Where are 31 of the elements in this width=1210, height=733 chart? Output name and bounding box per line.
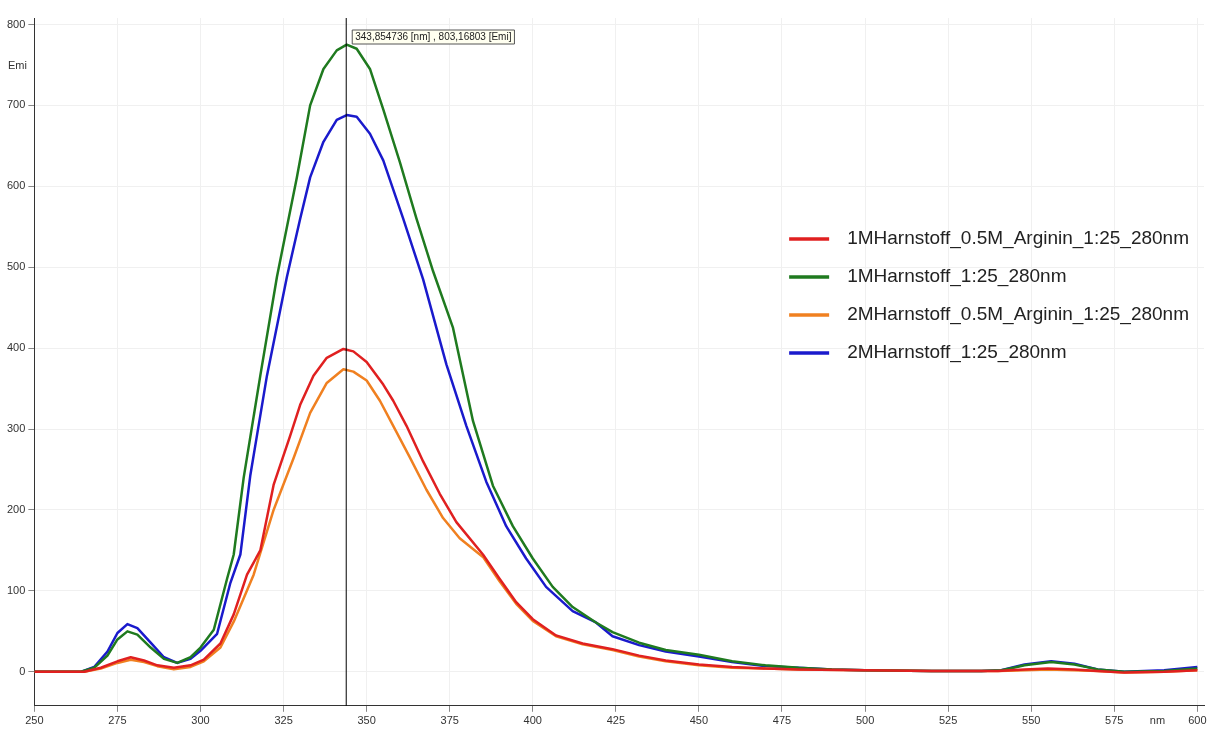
x-tick-label: 600	[1188, 714, 1207, 727]
y-tick-label: 0	[19, 664, 26, 677]
y-tick-label: 200	[6, 503, 26, 516]
legend-label: 2MHarnstoff_1:25_280nm	[847, 341, 1067, 364]
x-tick-label: 525	[938, 714, 958, 727]
x-tick-label: 250	[25, 714, 44, 727]
y-tick-label: 800	[6, 17, 26, 30]
ref-line-label: 343,854736 [nm] , 803,16803 [Emi]	[355, 30, 512, 42]
y-tick-label: 100	[6, 583, 26, 596]
x-tick-label: 300	[191, 714, 210, 727]
y-tick-label: 400	[6, 341, 26, 354]
x-tick-label: 475	[772, 714, 792, 727]
x-tick-label: 375	[440, 714, 459, 727]
x-tick-label: 400	[523, 714, 542, 727]
legend-label: 1MHarnstoff_0.5M_Arginin_1:25_280nm	[847, 227, 1190, 250]
x-axis-title: nm	[1149, 713, 1166, 726]
x-tick-label: 350	[357, 714, 376, 727]
y-tick-label: 700	[6, 98, 26, 111]
x-tick-label: 575	[1105, 714, 1124, 727]
x-tick-label: 325	[274, 714, 293, 727]
x-tick-label: 550	[1022, 714, 1041, 727]
y-tick-label: 300	[6, 422, 26, 435]
x-tick-label: 450	[689, 714, 709, 727]
y-tick-label: 600	[6, 179, 26, 192]
legend-label: 2MHarnstoff_0.5M_Arginin_1:25_280nm	[847, 303, 1190, 326]
y-tick-label: 500	[6, 260, 26, 273]
x-tick-label: 500	[855, 714, 875, 727]
legend-label: 1MHarnstoff_1:25_280nm	[847, 265, 1067, 288]
x-tick-label: 275	[108, 714, 127, 727]
y-axis-title: Emi	[8, 59, 27, 72]
x-tick-label: 425	[606, 714, 626, 727]
